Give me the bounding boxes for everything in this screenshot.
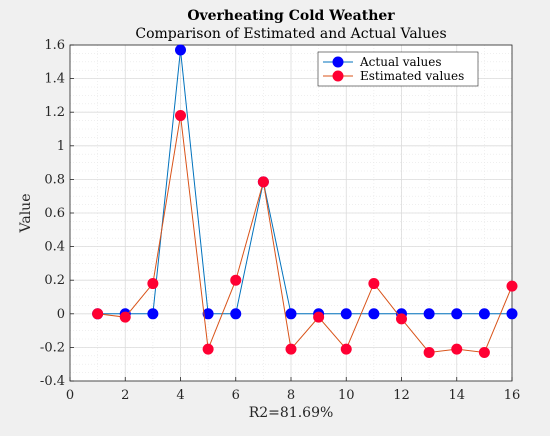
- data-point-actual: [147, 308, 159, 320]
- data-point-estimated: [119, 311, 131, 323]
- y-tick-label: 1.6: [44, 38, 65, 53]
- data-point-estimated: [175, 110, 186, 122]
- data-point-actual: [451, 308, 463, 320]
- y-tick-label: 1.4: [44, 72, 65, 87]
- series-line-actual: [97, 49, 512, 315]
- data-point-estimated: [506, 280, 518, 292]
- data-point-estimated: [92, 308, 104, 320]
- legend: Actual values Estimated values: [317, 51, 479, 87]
- data-point-actual: [368, 308, 380, 320]
- grid: [69, 44, 513, 382]
- legend-box: [317, 51, 479, 87]
- x-axis-label: R2=81.69%: [249, 405, 334, 421]
- x-tick-label: 14: [448, 388, 465, 403]
- ticks: 0 2 4 6 8 10 12 14 16 -0.4 -0.2 0 0.2 0.4 0.6 0.8 1 1.2 1.…: [40, 38, 520, 403]
- x-tick-label: 10: [338, 388, 355, 403]
- data-point-actual: [285, 308, 297, 320]
- data-point-actual: [175, 44, 186, 56]
- y-tick-label: -0.2: [40, 340, 65, 355]
- data-point-actual: [506, 308, 518, 320]
- data-point-estimated: [423, 346, 435, 358]
- x-tick-label: 12: [393, 388, 410, 403]
- data-point-estimated: [368, 278, 380, 290]
- x-tick-label: 4: [176, 388, 184, 403]
- chart-title: Overheating Cold Weather: [187, 8, 395, 24]
- series-layer: [92, 44, 518, 358]
- y-tick-label: 1: [57, 139, 65, 154]
- data-point-estimated: [396, 313, 407, 325]
- data-point-estimated: [202, 343, 214, 355]
- data-point-actual: [230, 308, 242, 320]
- x-tick-label: 2: [121, 388, 129, 403]
- data-point-estimated: [451, 343, 463, 355]
- data-point-estimated: [230, 274, 242, 286]
- data-point-estimated: [285, 343, 297, 355]
- y-tick-label: 0.2: [44, 273, 65, 288]
- data-point-actual: [202, 308, 214, 320]
- x-tick-label: 8: [287, 388, 295, 403]
- data-point-actual: [478, 308, 490, 320]
- data-point-estimated: [147, 278, 159, 290]
- data-point-estimated: [313, 311, 325, 323]
- data-point-actual: [340, 308, 352, 320]
- y-tick-label: 0.4: [44, 240, 65, 255]
- x-tick-label: 6: [232, 388, 240, 403]
- data-point-estimated: [340, 343, 352, 355]
- y-tick-label: -0.4: [40, 374, 65, 389]
- x-tick-label: 16: [504, 388, 521, 403]
- y-tick-label: 0: [57, 307, 65, 322]
- legend-marker-estimated: [332, 70, 344, 82]
- series-line-estimated: [97, 115, 513, 353]
- chart-subtitle: Comparison of Estimated and Actual Value…: [135, 26, 446, 42]
- legend-marker-actual: [332, 56, 344, 68]
- data-point-estimated: [478, 346, 490, 358]
- x-tick-label: 0: [66, 388, 74, 403]
- y-tick-label: 0.6: [44, 206, 65, 221]
- y-tick-label: 0.8: [44, 172, 65, 187]
- y-axis-label: Value: [18, 194, 34, 234]
- data-point-actual: [423, 308, 435, 320]
- legend-label-actual: Actual values: [359, 55, 442, 69]
- y-tick-label: 1.2: [44, 105, 65, 120]
- data-point-estimated: [257, 176, 269, 188]
- legend-label-estimated: Estimated values: [360, 69, 464, 83]
